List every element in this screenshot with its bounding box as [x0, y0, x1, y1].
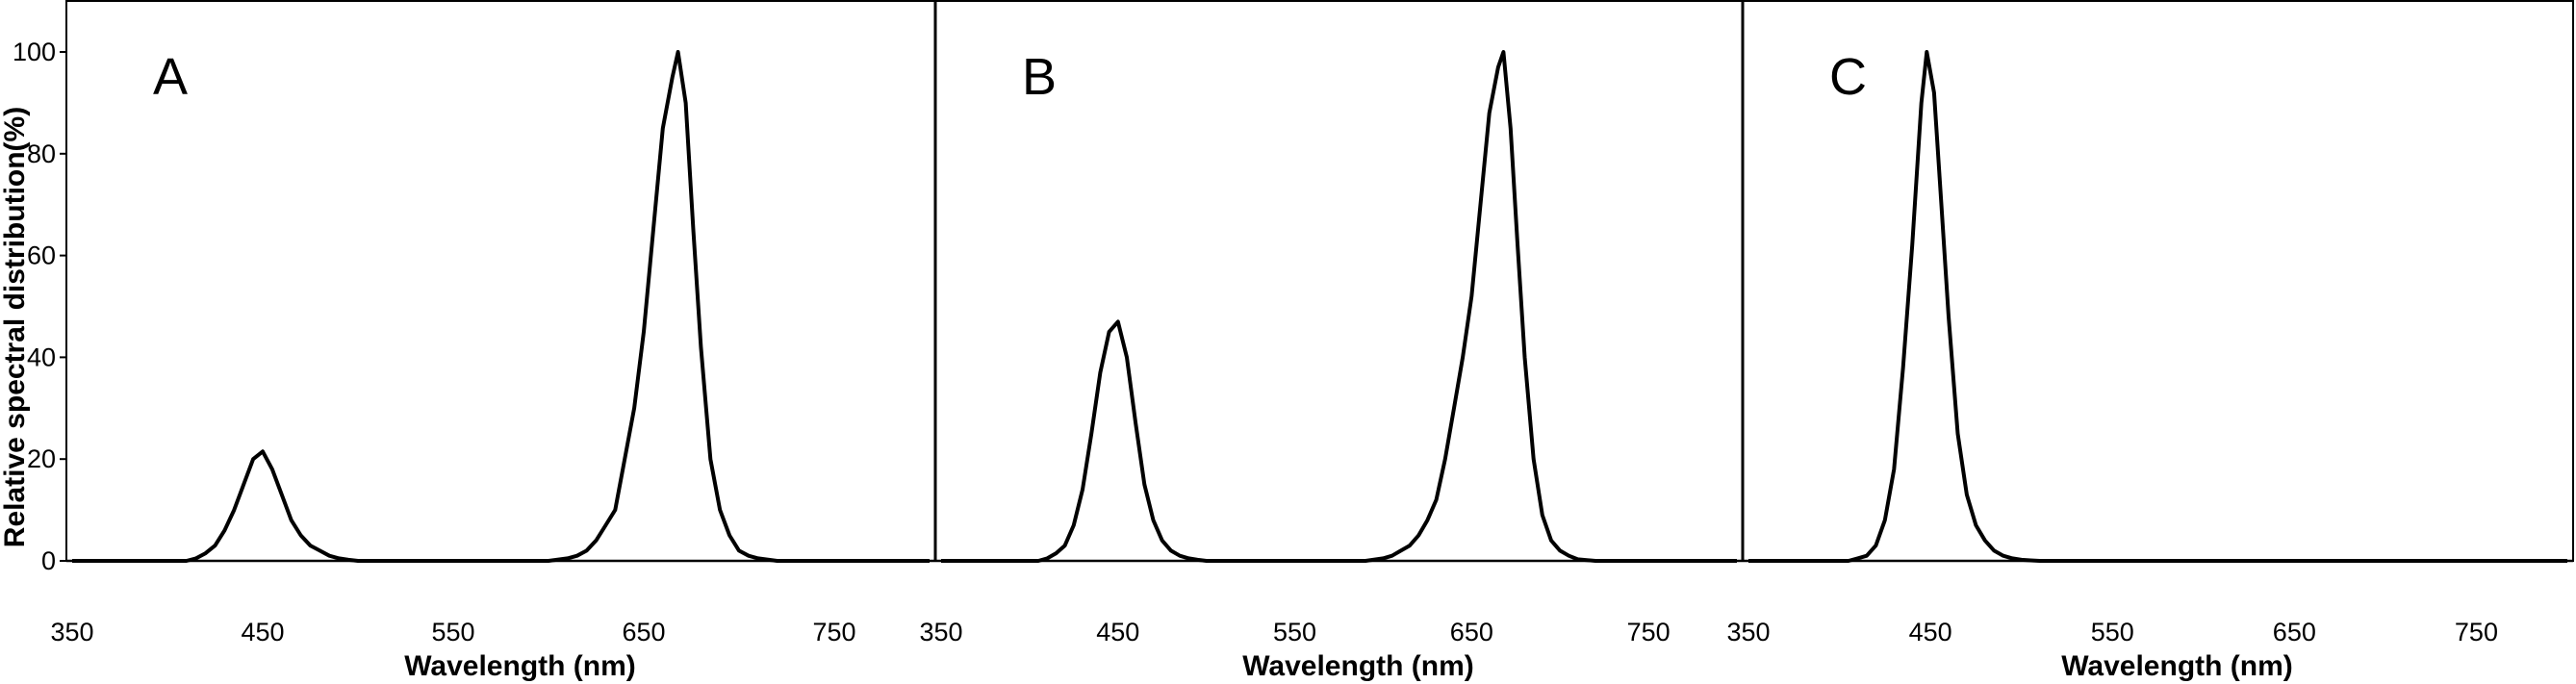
x-tick-label: 550 [431, 618, 474, 646]
x-tick-label: 450 [241, 618, 284, 646]
panel-label: A [153, 48, 188, 106]
y-axis-title: Relative spectral distribution(%) [0, 107, 31, 547]
x-tick-label: 750 [1627, 618, 1671, 646]
x-tick-label: 650 [622, 618, 665, 646]
x-tick-label: 350 [1726, 618, 1770, 646]
spectrum-line [1748, 50, 2567, 563]
x-tick-label: 750 [2455, 618, 2498, 646]
y-tick-label: 0 [41, 546, 56, 575]
y-axis-title-group: Relative spectral distribution(%) [0, 107, 31, 547]
y-tick-label: 80 [27, 139, 56, 168]
x-tick-label: 450 [1909, 618, 1952, 646]
x-tick-label: 550 [1273, 618, 1316, 646]
spectrum-line [941, 50, 1737, 563]
y-tick-label: 20 [27, 444, 56, 473]
panel-label: B [1022, 48, 1057, 106]
y-tick-label: 100 [13, 38, 56, 66]
y-tick-label: 40 [27, 342, 56, 371]
x-tick-label: 350 [919, 618, 962, 646]
spectrum-line [72, 50, 930, 563]
chart-panel-c: C 350 450 550 650 750 Wavelength (nm) [1726, 1, 2573, 682]
x-tick-label: 550 [2091, 618, 2134, 646]
chart-panel-b: B 350 450 550 650 750 Wavelength (nm) [919, 1, 1743, 682]
x-axis-title: Wavelength (nm) [2061, 650, 2293, 682]
panels: 0 20 40 60 80 100 A 350 450 550 650 750 Wavelength (… [13, 0, 2574, 682]
x-axis-title: Wavelength (nm) [1242, 650, 1474, 682]
panel-label: C [1829, 48, 1867, 106]
x-axis-title: Wavelength (nm) [404, 650, 636, 682]
plot-frame [65, 0, 2574, 562]
x-tick-label: 450 [1096, 618, 1139, 646]
chart-panel-a: A 350 450 550 650 750 Wavelength (nm) [50, 48, 935, 682]
y-tick-label: 60 [27, 241, 56, 270]
x-tick-label: 750 [812, 618, 855, 646]
x-tick-label: 650 [2273, 618, 2316, 646]
x-tick-label: 650 [1450, 618, 1493, 646]
x-tick-label: 350 [50, 618, 93, 646]
